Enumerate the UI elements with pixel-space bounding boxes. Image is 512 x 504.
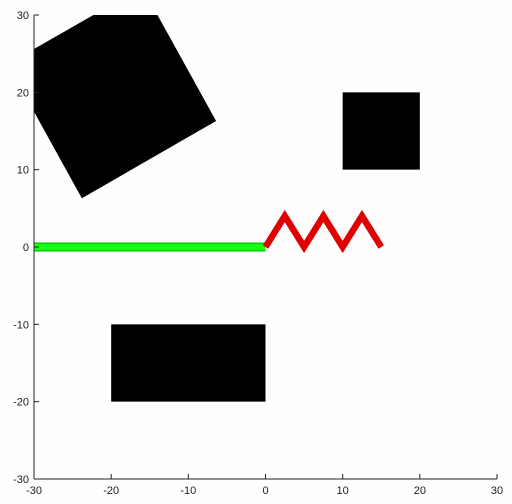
y-tick-label: 0 xyxy=(23,242,29,254)
x-tick-label: 10 xyxy=(337,485,349,497)
x-tick-label: 0 xyxy=(262,485,268,497)
y-tick-label: -10 xyxy=(13,319,29,331)
y-tick-label: -20 xyxy=(13,397,29,409)
series-line xyxy=(262,209,385,254)
y-tick-label: 20 xyxy=(17,87,29,99)
obstacle-square xyxy=(342,92,420,170)
y-tick-label: -30 xyxy=(13,474,29,486)
obstacle-pentagon xyxy=(34,15,217,199)
x-tick-label: -20 xyxy=(103,485,119,497)
x-tick-label: -10 xyxy=(180,485,196,497)
x-tick-label: -30 xyxy=(26,485,42,497)
x-tick-label: 30 xyxy=(491,485,503,497)
y-tick-label: 30 xyxy=(17,10,29,22)
obstacle-rectangle xyxy=(111,324,266,402)
x-tick-label: 20 xyxy=(414,485,426,497)
y-tick-label: 10 xyxy=(17,165,29,177)
